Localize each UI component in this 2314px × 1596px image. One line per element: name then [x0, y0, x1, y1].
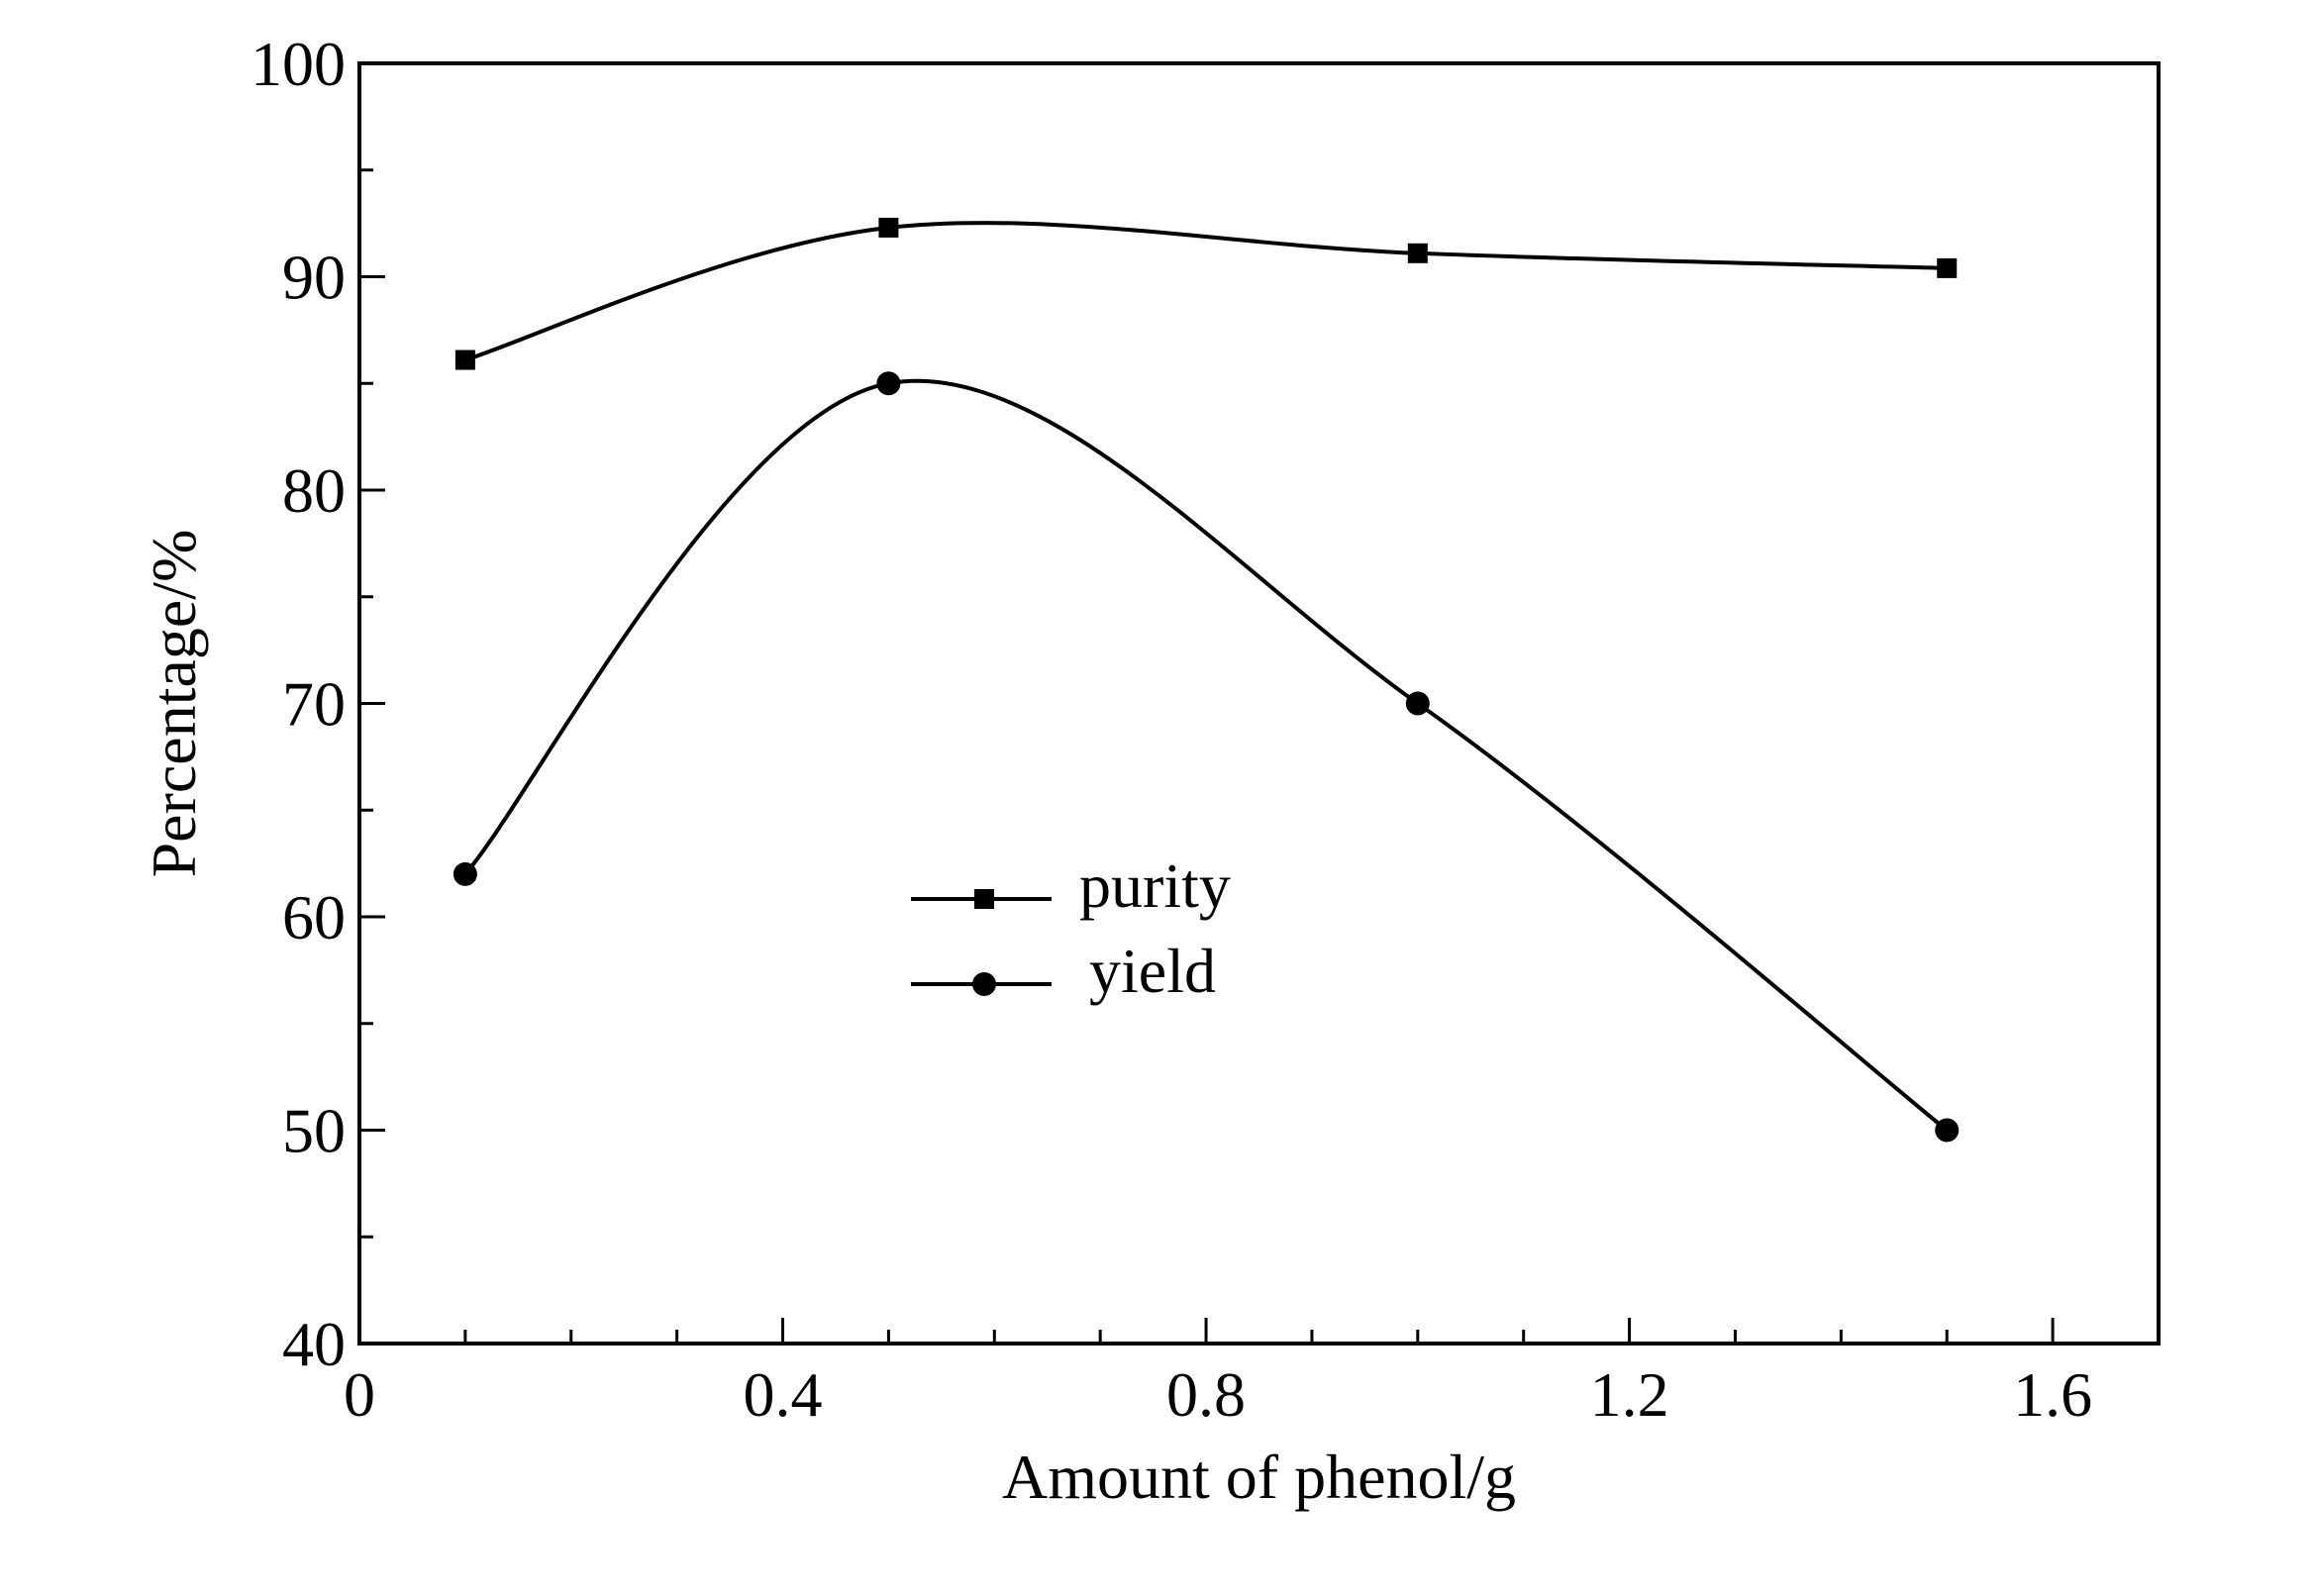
- x-tick-label: 1.2: [1590, 1359, 1669, 1430]
- y-axis-title: Percentage/%: [139, 530, 209, 878]
- legend-marker-yield: [972, 972, 996, 996]
- data-point-yield: [876, 371, 901, 396]
- y-tick-labels: 40 50 60 70 80 90 100: [251, 29, 346, 1379]
- legend: purity yield: [911, 850, 1231, 1006]
- legend-label-purity: purity: [1079, 850, 1231, 921]
- series-group: [453, 217, 1960, 1143]
- y-tick-label: 50: [282, 1096, 346, 1166]
- legend-label-yield: yield: [1089, 936, 1216, 1006]
- x-tick-label: 0: [344, 1359, 375, 1430]
- data-point-purity: [1937, 257, 1958, 278]
- y-tick-label: 70: [282, 669, 346, 740]
- major-ticks: [357, 61, 2055, 1346]
- plot-frame: [357, 61, 2161, 1346]
- series-line-purity: [464, 221, 1948, 362]
- y-tick-label: 100: [251, 29, 346, 99]
- data-point-yield: [1935, 1118, 1960, 1143]
- data-point-purity: [454, 349, 475, 370]
- x-tick-label: 1.6: [2013, 1359, 2092, 1430]
- y-tick-label: 80: [282, 455, 346, 526]
- x-tick-label: 0.8: [1166, 1359, 1246, 1430]
- legend-marker-purity: [974, 889, 994, 909]
- data-point-purity: [878, 217, 899, 238]
- data-point-purity: [1407, 243, 1428, 263]
- x-axis-title: Amount of phenol/g: [1002, 1442, 1516, 1512]
- x-tick-labels: 0 0.4 0.8 1.2 1.6: [344, 1359, 2092, 1430]
- series-line-yield: [463, 378, 1949, 1133]
- data-point-yield: [453, 861, 477, 886]
- y-tick-label: 40: [282, 1309, 346, 1379]
- y-tick-label: 60: [282, 882, 346, 952]
- x-tick-label: 0.4: [744, 1359, 823, 1430]
- data-point-yield: [1405, 691, 1430, 716]
- y-tick-label: 90: [282, 243, 346, 313]
- minor-ticks: [359, 168, 2161, 1344]
